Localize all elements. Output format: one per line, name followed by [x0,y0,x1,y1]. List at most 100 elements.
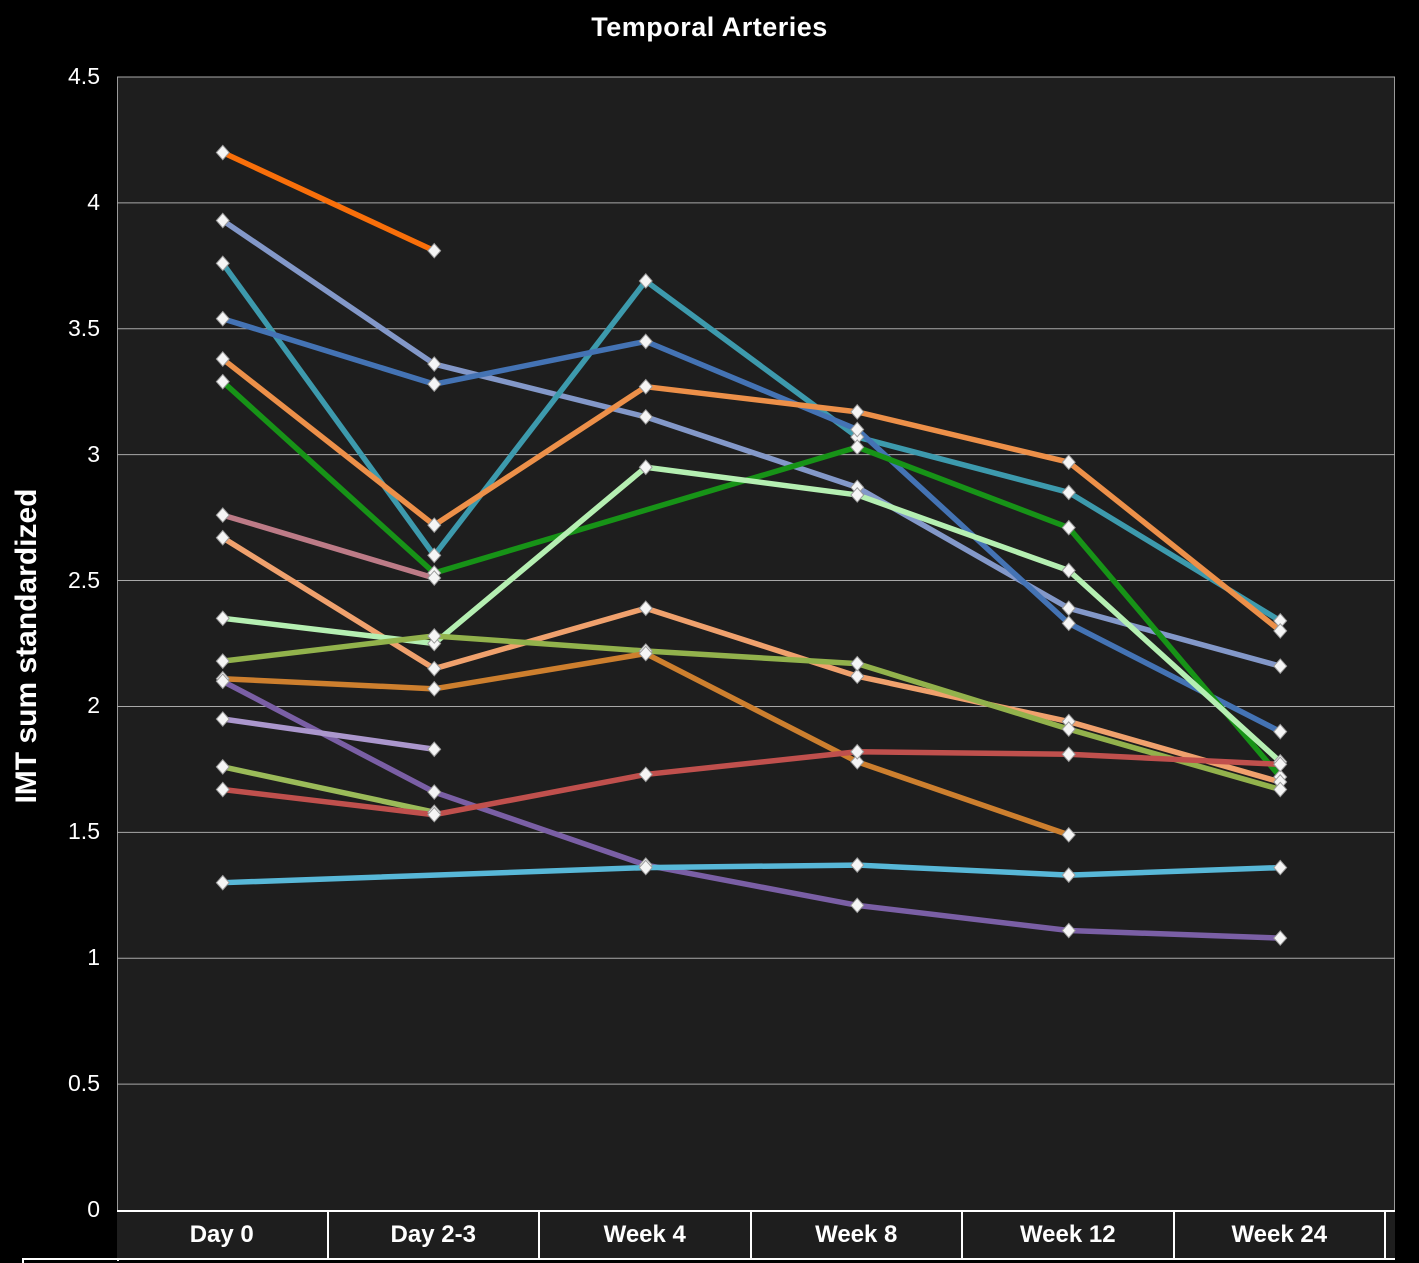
series-line-olive-green [220,633,1283,793]
x-category-cell: Week 24 [1175,1212,1386,1258]
series-line-dark-orange [220,650,1072,838]
data-point-olive-green [1061,721,1076,738]
data-point-cyan [1061,867,1076,884]
data-point-slate-blue [427,356,442,372]
x-category-cell: Week 4 [540,1212,752,1258]
series-line-medium-blue [220,315,1283,735]
data-point-olive-green [1273,781,1288,798]
data-point-slate-blue [215,212,230,229]
series-line-bright-orange [220,149,437,254]
data-point-red [427,806,442,823]
data-point-salmon [850,668,865,685]
data-point-medium-blue [1273,723,1288,740]
data-table-column-stub [117,1258,119,1261]
data-point-mint-green [850,486,865,503]
y-tick-label: 2 [87,692,100,719]
data-point-medium-blue [850,421,865,438]
data-point-orange [638,378,653,395]
data-point-salmon [215,529,230,546]
x-category-cell: Week 12 [963,1212,1175,1258]
y-tick-label: 1.5 [68,818,100,845]
data-point-slate-blue [1273,658,1288,675]
series-line-mint-green [220,464,1283,765]
data-point-bright-orange [215,144,230,161]
x-category-cell: Day 2-3 [329,1212,540,1258]
y-tick-label: 4.5 [68,63,100,89]
data-point-lavender [215,711,230,727]
data-point-olive-green [850,655,865,672]
series-line-teal [220,260,1283,624]
data-point-red [215,781,230,798]
data-point-dark-green [1061,519,1076,536]
x-category-cell: Day 0 [117,1212,329,1258]
data-point-dark-orange [427,680,442,697]
y-tick-label: 3 [87,440,100,467]
data-point-purple [850,897,865,914]
data-point-medium-blue [1061,615,1076,632]
data-point-slate-blue [638,408,653,425]
data-point-olive-green [215,653,230,670]
y-tick-label: 0.5 [68,1070,100,1097]
data-point-teal [1061,484,1076,501]
series-line-purple [220,678,1283,941]
series-line-rose [220,512,437,581]
data-point-dark-orange [850,753,865,770]
data-point-medium-blue [638,333,653,350]
chart-title: Temporal Arteries [591,12,828,42]
y-tick-label: 3.5 [68,314,100,341]
series-line-dark-green [220,378,1283,780]
data-point-dark-orange [638,645,653,662]
y-tick-label: 4 [87,188,100,215]
data-point-rose [427,570,442,586]
data-point-lavender [427,741,442,758]
y-tick-label: 1 [87,944,100,971]
data-point-dark-green [215,373,230,390]
y-tick-label: 0 [87,1196,100,1222]
data-point-orange [850,403,865,420]
data-point-yellow-green [215,758,230,775]
data-point-red [1273,756,1288,773]
x-band-filler [1386,1212,1395,1258]
data-point-dark-orange [1061,826,1076,843]
data-point-medium-blue [427,376,442,393]
data-point-cyan [1273,859,1288,876]
data-point-cyan [215,874,230,891]
data-point-mint-green [215,610,230,627]
series-line-orange [220,356,1283,634]
data-point-orange [215,351,230,367]
data-point-dark-green [850,439,865,456]
data-point-orange [1061,454,1076,471]
data-point-cyan [638,859,653,876]
series-line-salmon [220,535,1283,785]
data-point-medium-blue [215,310,230,327]
data-point-purple [215,673,230,690]
data-point-cyan [850,857,865,874]
data-point-bright-orange [427,242,442,259]
data-point-olive-green [427,627,442,644]
data-point-salmon [638,600,653,617]
data-point-teal [638,272,653,289]
x-axis-category-band: Day 0 Day 2-3 Week 4 Week 8 Week 12 Week 24 [117,1210,1395,1260]
series-line-lavender [220,716,437,752]
data-point-purple [1061,922,1076,939]
data-point-red [638,766,653,783]
y-tick-label: 2.5 [68,566,100,593]
x-category-cell: Week 8 [752,1212,963,1258]
data-point-teal [427,547,442,564]
data-point-mint-green [638,459,653,476]
data-point-teal [215,255,230,272]
data-point-mint-green [1061,562,1076,579]
data-point-salmon [427,660,442,677]
data-point-orange [1273,622,1288,639]
data-point-rose [215,507,230,524]
data-point-red [850,743,865,760]
data-point-red [1061,746,1076,763]
series-line-yellow-green [220,764,437,815]
data-point-purple [1273,930,1288,947]
data-point-purple [427,784,442,801]
y-axis-title: IMT sum standardized [10,488,43,804]
series-line-cyan [220,862,1283,886]
data-point-orange [427,517,442,534]
series-line-slate-blue [220,217,1283,669]
